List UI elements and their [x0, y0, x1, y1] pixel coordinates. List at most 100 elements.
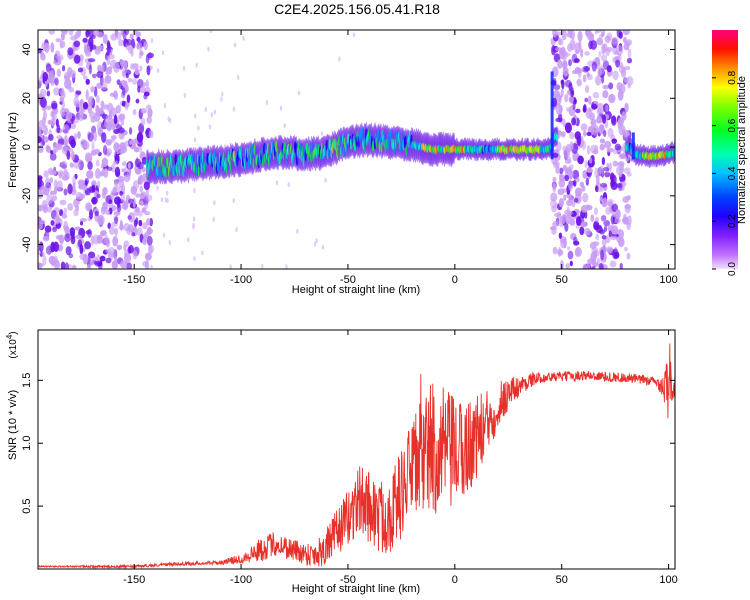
noise-cell — [585, 204, 591, 209]
noise-cell — [59, 199, 67, 206]
noise-cell — [577, 30, 583, 42]
noise-cell — [95, 95, 100, 104]
noise-cell — [55, 118, 59, 127]
noise-cell — [59, 87, 65, 97]
noise-cell — [84, 241, 92, 250]
noise-cell — [580, 221, 587, 228]
noise-cell — [557, 59, 563, 70]
colorbar-tick-label: 0.8 — [727, 70, 738, 84]
noise-cell — [566, 107, 570, 112]
noise-cell — [584, 227, 591, 236]
noise-cell — [617, 117, 625, 125]
noise-cell — [114, 227, 119, 237]
noise-cell — [586, 167, 593, 173]
noise-cell — [123, 63, 128, 74]
noise-cell — [127, 162, 131, 169]
noise-cell — [112, 235, 119, 247]
speckle-cell — [209, 30, 213, 34]
noise-cell — [102, 144, 108, 156]
noise-cell — [50, 150, 54, 155]
noise-cell — [134, 68, 140, 75]
noise-cell — [63, 74, 71, 80]
noise-cell — [586, 145, 591, 155]
noise-cell — [137, 175, 144, 185]
noise-cell — [116, 143, 121, 155]
noise-cell — [57, 138, 65, 146]
noise-cell — [120, 80, 128, 85]
noise-cell — [599, 165, 604, 175]
noise-cell — [600, 182, 608, 188]
noise-cell — [552, 77, 557, 87]
noise-cell — [86, 263, 92, 269]
speckle-cell — [315, 238, 318, 244]
noise-cell — [143, 91, 150, 97]
noise-cell — [145, 79, 149, 88]
noise-cell — [53, 87, 60, 96]
noise-cell — [68, 253, 74, 259]
noise-cell — [593, 207, 598, 215]
y-tick-label: -40 — [21, 237, 33, 253]
noise-cell — [38, 204, 44, 212]
noise-cell — [92, 234, 100, 245]
noise-cell — [592, 149, 599, 155]
noise-cell — [106, 166, 113, 172]
noise-cell — [45, 177, 50, 185]
noise-cell — [108, 226, 115, 235]
noise-cell — [595, 185, 599, 193]
noise-cell — [59, 236, 64, 245]
noise-cell — [83, 75, 88, 80]
noise-cell — [70, 235, 76, 245]
noise-cell — [624, 102, 629, 113]
noise-cell — [614, 55, 621, 61]
noise-cell — [122, 30, 127, 41]
noise-cell — [555, 165, 561, 174]
noise-cell — [39, 185, 46, 196]
noise-cell — [100, 82, 108, 91]
noise-cell — [149, 218, 154, 227]
noise-cell — [101, 132, 107, 143]
noise-cell — [625, 39, 633, 46]
speckle-cell — [195, 62, 198, 68]
noise-cell — [56, 180, 63, 191]
speckle-cell — [197, 125, 200, 131]
speckle-cell — [156, 185, 159, 191]
speckle-cell — [320, 131, 324, 137]
noise-cell — [82, 37, 88, 43]
noise-cell — [113, 211, 121, 216]
noise-cell — [561, 61, 568, 66]
noise-cell — [87, 132, 94, 142]
noise-cell — [571, 53, 578, 64]
noise-cell — [559, 172, 563, 182]
noise-cell — [113, 91, 119, 100]
noise-cell — [143, 181, 150, 190]
noise-cell — [65, 246, 72, 256]
noise-cell — [118, 224, 125, 231]
noise-cell — [73, 40, 81, 48]
noise-cell — [564, 93, 569, 103]
noise-cell — [94, 210, 99, 217]
noise-cell — [42, 235, 50, 242]
speckle-cell — [164, 197, 168, 203]
noise-cell — [583, 104, 587, 112]
noise-cell — [72, 182, 76, 193]
spectrogram-y-ticks: -40 -20 0 20 40 — [21, 43, 675, 253]
noise-cell — [75, 191, 83, 200]
noise-cell — [105, 237, 111, 248]
speckle-cell — [213, 200, 216, 206]
noise-cell — [92, 130, 98, 142]
noise-cell — [623, 213, 627, 221]
noise-cell — [78, 111, 84, 122]
noise-cell — [88, 186, 96, 193]
speckle-cell — [235, 227, 238, 233]
noise-cell — [612, 160, 619, 167]
edge-burst — [631, 132, 635, 160]
noise-cell — [38, 119, 44, 131]
noise-cell — [565, 214, 572, 225]
noise-cell — [121, 184, 126, 193]
noise-cell — [146, 115, 153, 125]
noise-cell — [572, 169, 580, 180]
noise-cell — [128, 244, 134, 254]
noise-cell — [582, 170, 587, 179]
noise-cell — [618, 182, 623, 192]
spectrogram-cells — [38, 30, 675, 269]
